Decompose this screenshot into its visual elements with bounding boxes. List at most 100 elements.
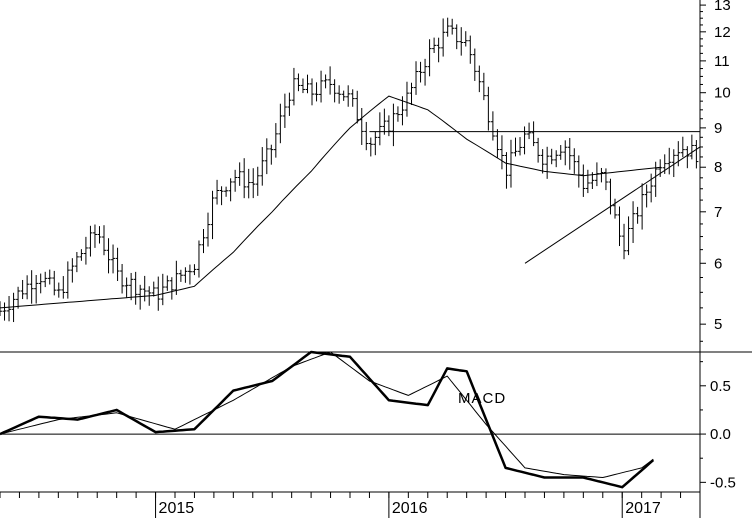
price-bar [368,137,373,157]
price-bar [61,276,66,299]
price-bar [441,18,446,57]
price-bar [273,123,278,158]
price-y-tick-label: 6 [714,255,722,272]
price-bar [540,149,545,174]
price-bar [404,81,409,117]
price-bar [622,223,627,260]
macd-panel: -0.5 0.0 0.5 MACD [0,350,736,491]
price-bar [617,206,622,247]
price-bar [314,82,319,102]
support-trendline [524,146,701,264]
price-bar [459,27,464,56]
price-bar [156,276,161,311]
price-y-tick-label: 13 [714,0,731,14]
price-panel: 5 6 7 8 9 10 11 12 13 [0,0,731,342]
price-bar [513,137,518,157]
price-bar [83,236,88,265]
price-bar [576,155,581,188]
price-bar [142,275,147,302]
price-bar [640,183,645,230]
price-bar [310,78,315,106]
price-bar [481,72,486,101]
price-bar [649,173,654,203]
price-y-tick-label: 8 [714,159,722,176]
price-bar [291,67,296,106]
price-bar [549,148,554,165]
price-bar [129,272,134,301]
price-bar [414,61,419,95]
price-bar [242,158,247,199]
price-bar [70,258,75,283]
macd-y-tick-label: 0.0 [710,426,731,443]
price-bar [187,264,192,285]
price-bar [522,126,527,155]
price-bar [332,79,337,103]
price-bar [206,212,211,247]
price-bar [608,178,613,215]
price-bar [468,35,473,64]
price-bar [504,152,509,189]
price-bar [74,251,79,273]
price-bar [102,225,107,256]
price-bar [20,279,25,300]
price-bar [7,295,12,322]
price-y-tick-label: 12 [714,24,731,41]
price-bar [341,90,346,101]
price-bar [43,271,48,288]
price-bar [337,85,342,104]
price-bar [106,238,111,274]
price-y-tick-label: 11 [714,53,730,70]
price-bar [364,121,369,151]
price-bar [328,66,333,95]
price-bar [572,148,577,174]
price-bar [169,277,174,300]
price-bar [237,162,242,186]
price-bar [138,284,143,310]
price-bar [450,18,455,35]
price-bar [635,206,640,224]
price-bar [409,82,414,105]
price-bar [56,282,61,298]
price-bar [224,186,229,197]
price-bar [215,179,220,205]
price-bar [495,129,500,159]
price-bar [486,86,491,131]
price-bar [92,224,97,248]
price-bar [395,106,400,122]
price-bar [269,144,274,165]
price-bar [133,271,138,305]
price-bar [120,263,125,294]
price-y-tick-label: 7 [714,204,722,221]
price-bar [47,269,52,285]
price-bar [2,302,7,321]
price-bar [477,65,482,93]
price-bar [287,92,292,116]
price-bar [689,134,694,160]
price-bar [499,135,504,170]
price-bar [432,37,437,54]
moving-average-line [0,95,662,309]
price-bar [233,169,238,192]
price-bar [34,274,39,304]
price-bar [373,131,378,156]
price-bar [246,168,251,199]
price-bar [680,136,685,158]
price-y-tick-label: 5 [714,316,722,333]
price-bar [490,111,495,141]
price-bar [603,168,608,191]
price-bar [79,249,84,261]
price-bar [454,24,459,50]
price-y-tick-label: 9 [714,120,722,137]
price-bar [676,141,681,167]
price-bar [386,115,391,137]
price-y-tick-label: 10 [714,85,731,102]
price-bar [518,137,523,156]
price-bar [38,273,43,294]
price-bar [563,140,568,166]
price-bar [174,260,179,295]
price-bar [427,39,432,77]
price-bar [508,139,513,188]
price-bar [160,273,165,306]
price-bar [355,90,360,124]
